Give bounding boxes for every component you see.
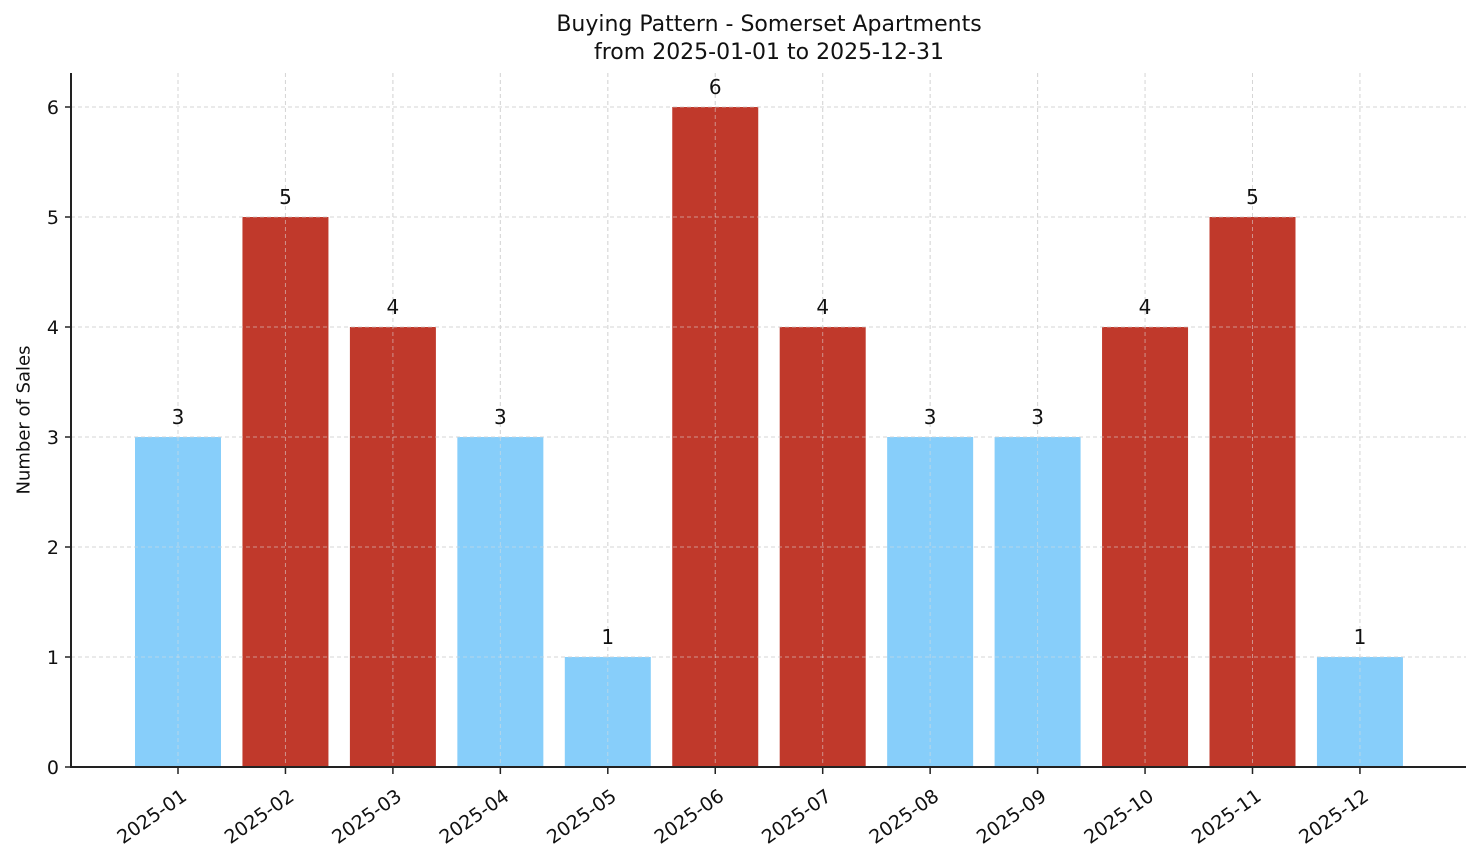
x-tick-label: 2025-05 bbox=[543, 785, 621, 849]
x-tick-label: 2025-02 bbox=[221, 785, 299, 849]
x-tick-label: 2025-04 bbox=[436, 785, 514, 849]
value-label: 4 bbox=[816, 295, 829, 319]
value-label: 3 bbox=[924, 405, 937, 429]
x-tick-label: 2025-06 bbox=[650, 785, 728, 849]
value-label: 1 bbox=[1354, 625, 1367, 649]
y-tick-label: 2 bbox=[47, 537, 59, 559]
value-label: 3 bbox=[172, 405, 185, 429]
x-axis-ticks: 2025-01 2025-02 2025-03 2025-04 2025-05 2025-… bbox=[113, 767, 1373, 849]
y-tick-label: 0 bbox=[47, 757, 59, 779]
value-label: 4 bbox=[1139, 295, 1152, 319]
bars bbox=[71, 73, 1466, 768]
x-tick-label: 2025-08 bbox=[865, 785, 943, 849]
y-axis-ticks: 0 1 2 3 4 5 6 bbox=[47, 97, 71, 779]
value-labels: 3 5 4 3 1 6 4 3 3 4 5 1 bbox=[172, 75, 1367, 649]
value-label: 5 bbox=[1246, 185, 1259, 209]
y-tick-label: 1 bbox=[47, 647, 59, 669]
value-label: 3 bbox=[1031, 405, 1044, 429]
y-tick-label: 6 bbox=[47, 97, 59, 119]
x-tick-label: 2025-12 bbox=[1295, 785, 1373, 849]
y-tick-label: 3 bbox=[47, 427, 59, 449]
value-label: 1 bbox=[601, 625, 614, 649]
value-label: 6 bbox=[709, 75, 722, 99]
x-tick-label: 2025-01 bbox=[113, 785, 191, 849]
x-tick-label: 2025-03 bbox=[328, 785, 406, 849]
value-label: 5 bbox=[279, 185, 292, 209]
value-label: 4 bbox=[387, 295, 400, 319]
chart-subtitle: from 2025-01-01 to 2025-12-31 bbox=[594, 40, 944, 65]
chart-title: Buying Pattern - Somerset Apartments bbox=[556, 12, 982, 37]
y-tick-label: 4 bbox=[47, 317, 59, 339]
axes bbox=[70, 73, 1466, 768]
x-tick-label: 2025-11 bbox=[1188, 785, 1266, 849]
value-label: 3 bbox=[494, 405, 507, 429]
x-tick-label: 2025-10 bbox=[1080, 785, 1158, 849]
x-tick-label: 2025-09 bbox=[973, 785, 1051, 849]
y-tick-label: 5 bbox=[47, 207, 59, 229]
x-tick-label: 2025-07 bbox=[758, 785, 836, 849]
